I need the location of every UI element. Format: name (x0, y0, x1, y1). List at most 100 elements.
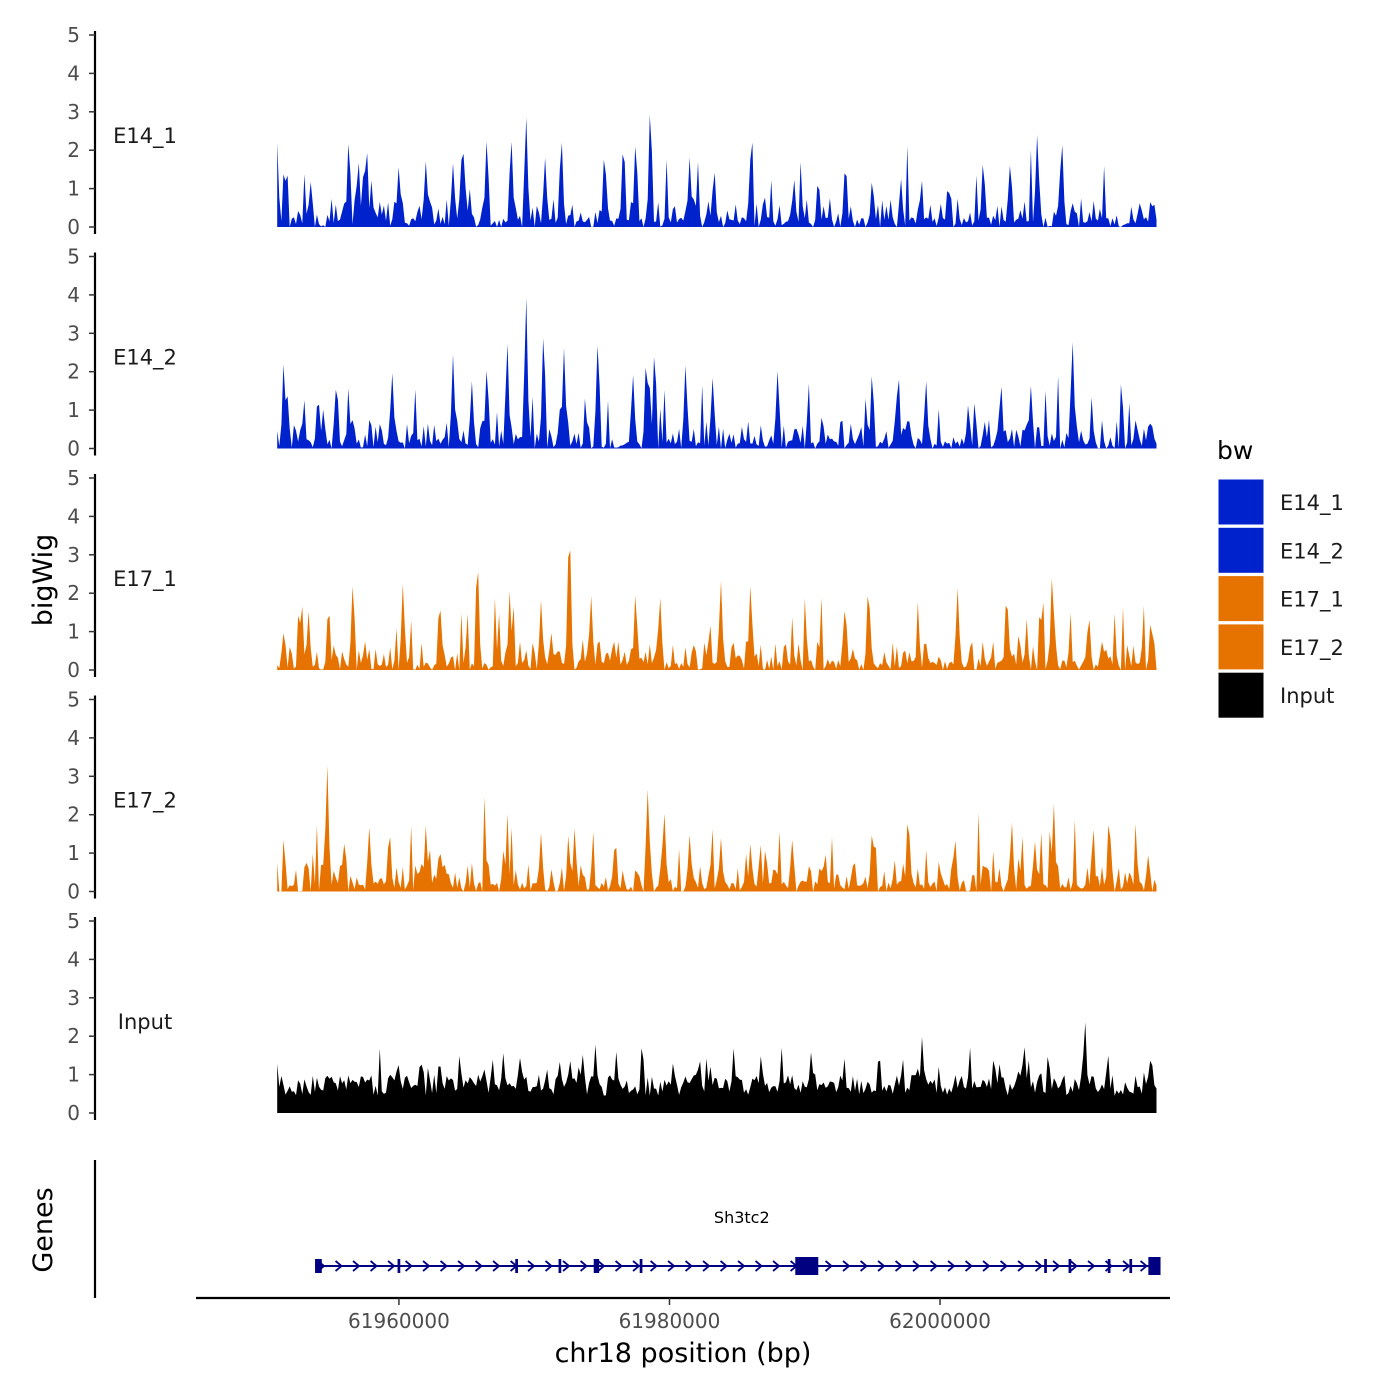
strand-arrow (387, 1260, 396, 1272)
strand-arrow (614, 1260, 623, 1272)
strand-arrow (369, 1260, 378, 1272)
y-tick-label: 0 (67, 215, 80, 239)
strand-arrow (964, 1260, 973, 1272)
y-tick-label: 2 (67, 581, 80, 605)
y-tick-label: 5 (67, 909, 80, 933)
exon (1044, 1259, 1047, 1273)
y-tick-label: 5 (67, 245, 80, 269)
y-tick-label: 2 (67, 1024, 80, 1048)
strand-arrow (929, 1260, 938, 1272)
strand-arrow (1017, 1260, 1026, 1272)
y-tick-label: 3 (67, 100, 80, 124)
x-axis-title: chr18 position (bp) (555, 1338, 812, 1369)
strand-arrow (527, 1260, 536, 1272)
legend: bw E14_1 E14_2 E17_1 E17_2 Input (1217, 436, 1344, 719)
track-panel-e14-1: 0 1 2 3 4 5 E14_1 (67, 23, 1157, 239)
coverage-area-e14-2 (277, 297, 1157, 449)
strand-arrow (859, 1260, 868, 1272)
strand-arrow (912, 1260, 921, 1272)
exon (515, 1259, 518, 1273)
strand-arrow (877, 1260, 886, 1272)
legend-entry-e14-1: E14_1 (1217, 478, 1344, 526)
track-label: Input (118, 1010, 172, 1034)
strand-arrow (982, 1260, 991, 1272)
strand-arrow (1087, 1260, 1096, 1272)
y-tick-label: 0 (67, 880, 80, 904)
strand-arrow (632, 1260, 641, 1272)
y-tick-label: 4 (67, 504, 80, 528)
x-tick-label: 61960000 (348, 1309, 450, 1333)
y-tick-label: 1 (67, 398, 80, 422)
strand-arrow (1139, 1260, 1148, 1272)
legend-entry-e14-2: E14_2 (1217, 526, 1344, 574)
strand-arrow (842, 1260, 851, 1272)
strand-arrow (579, 1260, 588, 1272)
track-panel-e17-2: 0 1 2 3 4 5 E17_2 (67, 688, 1157, 904)
x-axis: 61960000 61980000 62000000 (196, 1296, 1170, 1333)
strand-arrow (947, 1260, 956, 1272)
track-panel-e14-2: 0 1 2 3 4 5 E14_2 (67, 245, 1157, 461)
y-tick-label: 2 (67, 138, 80, 162)
y-tick-label: 4 (67, 947, 80, 971)
y-tick-label: 3 (67, 543, 80, 567)
y-tick-label: 5 (67, 23, 80, 47)
legend-swatch (1217, 671, 1265, 719)
exon (1129, 1259, 1133, 1273)
y-tick-label: 0 (67, 437, 80, 461)
strand-arrow (562, 1260, 571, 1272)
y-tick-label: 4 (67, 283, 80, 307)
genes-panel: Sh3tc2 (93, 1160, 1161, 1298)
y-tick-label: 2 (67, 803, 80, 827)
track-panel-input: 0 1 2 3 4 5 Input (67, 909, 1157, 1125)
gene-label: Sh3tc2 (714, 1208, 770, 1227)
strand-arrow (457, 1260, 466, 1272)
strand-arrow (894, 1260, 903, 1272)
y-tick-label: 1 (67, 620, 80, 644)
genes-axis-title: Genes (28, 1187, 59, 1272)
y-tick-label: 5 (67, 466, 80, 490)
strand-arrow (334, 1260, 343, 1272)
track-label: E17_1 (113, 567, 177, 592)
exon (315, 1259, 322, 1273)
exon (1068, 1259, 1072, 1273)
legend-entry-e17-2: E17_2 (1217, 623, 1344, 671)
legend-swatch (1217, 526, 1265, 574)
track-panel-e17-1: 0 1 2 3 4 5 E17_1 (67, 466, 1157, 682)
exon (558, 1259, 562, 1273)
coverage-area-e14-1 (277, 115, 1157, 227)
gene-model: Sh3tc2 (315, 1208, 1161, 1275)
legend-title: bw (1217, 436, 1253, 465)
strand-arrow (772, 1260, 781, 1272)
y-tick-label: 4 (67, 726, 80, 750)
bigwig-panels: 0 1 2 3 4 5 E14_1 0 1 2 3 4 5 E14_2 0 1 2 3 4 5 E17_1 0 1 2 3 4 5 E… (67, 23, 1157, 1125)
track-label: E14_1 (113, 124, 177, 149)
track-label: E17_2 (113, 789, 177, 814)
strand-arrow (597, 1260, 606, 1272)
strand-arrow (1104, 1260, 1113, 1272)
legend-swatch (1217, 575, 1265, 623)
legend-swatch (1217, 478, 1265, 526)
y-tick-label: 3 (67, 321, 80, 345)
coverage-area-input (277, 1022, 1157, 1113)
track-label: E14_2 (113, 346, 177, 371)
strand-arrow (439, 1260, 448, 1272)
y-axis-title: bigWig (28, 534, 59, 627)
exon (397, 1259, 401, 1273)
legend-label: E17_2 (1280, 636, 1344, 661)
strand-arrow (1052, 1260, 1061, 1272)
strand-arrow (474, 1260, 483, 1272)
y-tick-label: 1 (67, 177, 80, 201)
legend-label: E14_2 (1280, 539, 1344, 564)
strand-arrow (667, 1260, 676, 1272)
coverage-area-e17-1 (277, 550, 1157, 670)
x-tick-label: 62000000 (889, 1309, 991, 1333)
y-tick-label: 4 (67, 61, 80, 85)
strand-arrow (824, 1260, 833, 1272)
strand-arrow (737, 1260, 746, 1272)
y-tick-label: 1 (67, 1063, 80, 1087)
legend-entry-e17-1: E17_1 (1217, 575, 1344, 623)
legend-label: E17_1 (1280, 588, 1344, 613)
strand-arrow (1122, 1260, 1131, 1272)
x-tick-label: 61980000 (619, 1309, 721, 1333)
